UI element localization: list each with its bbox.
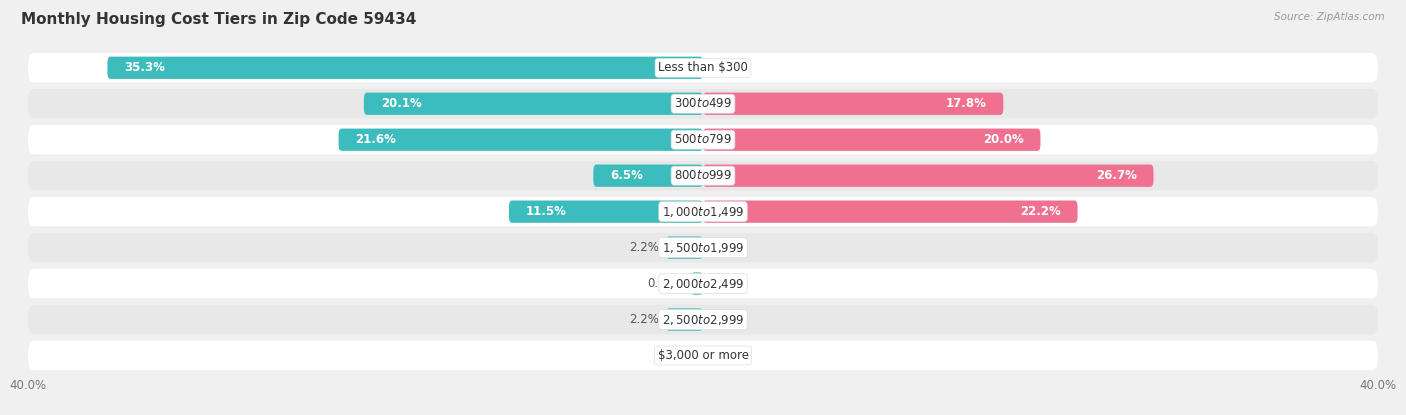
Text: 2.2%: 2.2% (630, 313, 659, 326)
Text: 0.0%: 0.0% (710, 241, 740, 254)
FancyBboxPatch shape (107, 56, 703, 79)
FancyBboxPatch shape (703, 129, 1040, 151)
FancyBboxPatch shape (28, 305, 1378, 334)
Text: $2,000 to $2,499: $2,000 to $2,499 (662, 276, 744, 290)
Text: 11.5%: 11.5% (526, 205, 567, 218)
FancyBboxPatch shape (593, 164, 703, 187)
Text: 0.0%: 0.0% (710, 277, 740, 290)
FancyBboxPatch shape (703, 200, 1077, 223)
Text: $800 to $999: $800 to $999 (673, 169, 733, 182)
Text: $500 to $799: $500 to $799 (673, 133, 733, 146)
FancyBboxPatch shape (703, 164, 1153, 187)
FancyBboxPatch shape (28, 197, 1378, 227)
FancyBboxPatch shape (666, 308, 703, 331)
FancyBboxPatch shape (28, 89, 1378, 119)
FancyBboxPatch shape (28, 161, 1378, 190)
Text: 0.0%: 0.0% (666, 349, 696, 362)
FancyBboxPatch shape (364, 93, 703, 115)
Text: 0.0%: 0.0% (710, 313, 740, 326)
Text: $3,000 or more: $3,000 or more (658, 349, 748, 362)
Text: 0.0%: 0.0% (710, 349, 740, 362)
FancyBboxPatch shape (666, 237, 703, 259)
Text: 20.0%: 20.0% (983, 133, 1024, 146)
FancyBboxPatch shape (339, 129, 703, 151)
FancyBboxPatch shape (28, 233, 1378, 262)
Text: 0.0%: 0.0% (710, 61, 740, 74)
Text: $2,500 to $2,999: $2,500 to $2,999 (662, 312, 744, 327)
Text: 2.2%: 2.2% (630, 241, 659, 254)
FancyBboxPatch shape (28, 341, 1378, 370)
Text: Monthly Housing Cost Tiers in Zip Code 59434: Monthly Housing Cost Tiers in Zip Code 5… (21, 12, 416, 27)
Text: 17.8%: 17.8% (946, 97, 987, 110)
Text: 26.7%: 26.7% (1095, 169, 1136, 182)
FancyBboxPatch shape (690, 272, 703, 295)
FancyBboxPatch shape (509, 200, 703, 223)
Text: $1,500 to $1,999: $1,500 to $1,999 (662, 241, 744, 255)
Text: 22.2%: 22.2% (1019, 205, 1060, 218)
FancyBboxPatch shape (28, 125, 1378, 154)
Text: 0.72%: 0.72% (647, 277, 685, 290)
Text: 6.5%: 6.5% (610, 169, 643, 182)
FancyBboxPatch shape (28, 53, 1378, 83)
Text: Source: ZipAtlas.com: Source: ZipAtlas.com (1274, 12, 1385, 22)
Text: 21.6%: 21.6% (356, 133, 396, 146)
Text: Less than $300: Less than $300 (658, 61, 748, 74)
Text: 35.3%: 35.3% (124, 61, 165, 74)
FancyBboxPatch shape (703, 93, 1004, 115)
Text: $1,000 to $1,499: $1,000 to $1,499 (662, 205, 744, 219)
Text: 20.1%: 20.1% (381, 97, 422, 110)
Text: $300 to $499: $300 to $499 (673, 97, 733, 110)
FancyBboxPatch shape (28, 269, 1378, 298)
